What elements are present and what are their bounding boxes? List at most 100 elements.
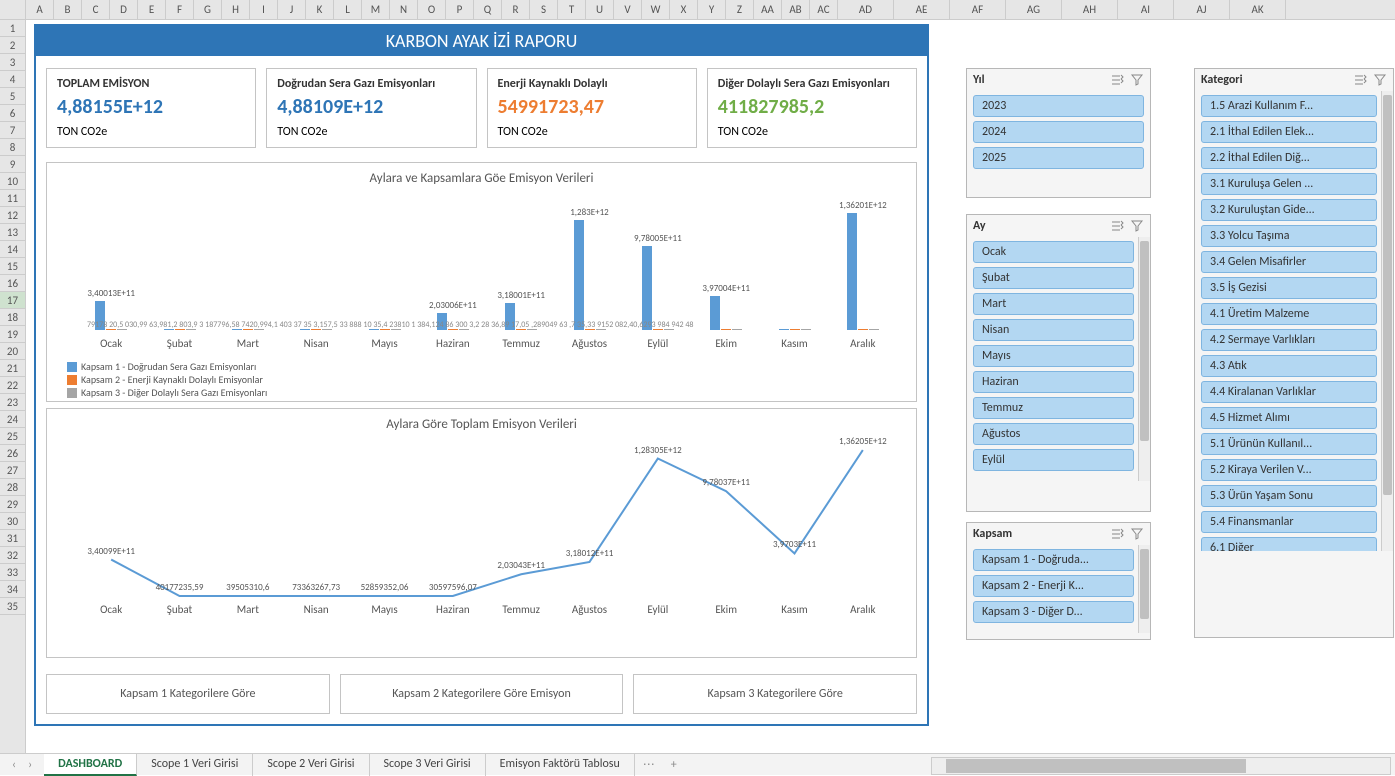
column-header[interactable]: G: [194, 0, 222, 19]
column-header[interactable]: O: [418, 0, 446, 19]
row-header[interactable]: 9: [0, 156, 25, 173]
row-header[interactable]: 10: [0, 173, 25, 190]
slicer-scrollbar[interactable]: [1138, 237, 1150, 481]
slicer-item[interactable]: 5.3 Ürün Yaşam Sonu: [1201, 485, 1377, 507]
row-header[interactable]: 22: [0, 377, 25, 394]
column-header[interactable]: U: [586, 0, 614, 19]
slicer-yıl[interactable]: Yıl 202320242025: [966, 68, 1151, 198]
row-header[interactable]: 13: [0, 224, 25, 241]
slicer-item[interactable]: Mart: [973, 293, 1134, 315]
sheet-tab[interactable]: Emisyon Faktörü Tablosu: [486, 754, 635, 776]
row-header[interactable]: 25: [0, 428, 25, 445]
slicer-kategori[interactable]: Kategori 1.5 Arazi Kullanım F...2.1 İtha…: [1194, 68, 1394, 638]
slicer-item[interactable]: Şubat: [973, 267, 1134, 289]
slicer-item[interactable]: Mayıs: [973, 345, 1134, 367]
row-header[interactable]: 32: [0, 547, 25, 564]
slicer-item[interactable]: 5.1 Ürünün Kullanıl...: [1201, 433, 1377, 455]
column-header[interactable]: A: [26, 0, 54, 19]
row-header[interactable]: 33: [0, 564, 25, 581]
row-header[interactable]: 5: [0, 88, 25, 105]
row-header[interactable]: 11: [0, 190, 25, 207]
row-header[interactable]: 8: [0, 139, 25, 156]
slicer-item[interactable]: 2025: [973, 147, 1144, 169]
column-header[interactable]: H: [222, 0, 250, 19]
slicer-item[interactable]: 3.5 İş Gezisi: [1201, 277, 1377, 299]
column-header[interactable]: AA: [754, 0, 782, 19]
column-header[interactable]: K: [306, 0, 334, 19]
column-header[interactable]: N: [390, 0, 418, 19]
slicer-ay[interactable]: Ay OcakŞubatMartNisanMayısHaziranTemmuzA…: [966, 214, 1151, 512]
column-header[interactable]: W: [642, 0, 670, 19]
slicer-item[interactable]: 4.5 Hizmet Alımı: [1201, 407, 1377, 429]
select-all-corner[interactable]: [0, 0, 26, 19]
column-header[interactable]: S: [530, 0, 558, 19]
clear-filter-icon[interactable]: [1130, 527, 1144, 541]
clear-filter-icon[interactable]: [1130, 73, 1144, 87]
multi-select-icon[interactable]: [1110, 219, 1124, 233]
row-header[interactable]: 24: [0, 411, 25, 428]
column-header[interactable]: AI: [1118, 0, 1174, 19]
sheet-tab[interactable]: DASHBOARD: [44, 754, 137, 776]
slicer-item[interactable]: 4.4 Kiralanan Varlıklar: [1201, 381, 1377, 403]
sheet-more-icon[interactable]: ⋯: [635, 757, 663, 772]
row-header[interactable]: 6: [0, 105, 25, 122]
slicer-item[interactable]: 2024: [973, 121, 1144, 143]
row-header[interactable]: 1: [0, 20, 25, 37]
slicer-item[interactable]: 1.5 Arazi Kullanım F...: [1201, 95, 1377, 117]
slicer-item[interactable]: 5.2 Kiraya Verilen V...: [1201, 459, 1377, 481]
row-header[interactable]: 19: [0, 326, 25, 343]
column-header[interactable]: AC: [810, 0, 838, 19]
column-header[interactable]: T: [558, 0, 586, 19]
slicer-scrollbar[interactable]: [1138, 545, 1150, 633]
slicer-item[interactable]: Temmuz: [973, 397, 1134, 419]
slicer-item[interactable]: 3.3 Yolcu Taşıma: [1201, 225, 1377, 247]
slicer-scrollbar[interactable]: [1381, 91, 1393, 551]
slicer-item[interactable]: 2.1 İthal Edilen Elek...: [1201, 121, 1377, 143]
column-header[interactable]: B: [54, 0, 82, 19]
sheet-tab[interactable]: Scope 1 Veri Girisi: [137, 754, 253, 776]
sheet-tab[interactable]: Scope 2 Veri Girisi: [253, 754, 369, 776]
column-header[interactable]: AG: [1006, 0, 1062, 19]
slicer-item[interactable]: Ağustos: [973, 423, 1134, 445]
column-header[interactable]: AJ: [1174, 0, 1230, 19]
row-header[interactable]: 17: [0, 292, 25, 309]
slicer-item[interactable]: Kapsam 1 - Doğruda...: [973, 549, 1134, 571]
column-header[interactable]: C: [82, 0, 110, 19]
row-header[interactable]: 21: [0, 360, 25, 377]
column-header[interactable]: AE: [894, 0, 950, 19]
row-header[interactable]: 28: [0, 479, 25, 496]
slicer-item[interactable]: 4.2 Sermaye Varlıkları: [1201, 329, 1377, 351]
clear-filter-icon[interactable]: [1373, 73, 1387, 87]
clear-filter-icon[interactable]: [1130, 219, 1144, 233]
multi-select-icon[interactable]: [1353, 73, 1367, 87]
row-header[interactable]: 35: [0, 598, 25, 615]
column-header[interactable]: AF: [950, 0, 1006, 19]
slicer-item[interactable]: Ocak: [973, 241, 1134, 263]
row-header[interactable]: 26: [0, 445, 25, 462]
row-header[interactable]: 15: [0, 258, 25, 275]
slicer-item[interactable]: 4.1 Üretim Malzeme: [1201, 303, 1377, 325]
column-header[interactable]: Q: [474, 0, 502, 19]
column-header[interactable]: V: [614, 0, 642, 19]
row-header[interactable]: 18: [0, 309, 25, 326]
row-header[interactable]: 16: [0, 275, 25, 292]
slicer-item[interactable]: 3.1 Kuruluşa Gelen ...: [1201, 173, 1377, 195]
row-header[interactable]: 30: [0, 513, 25, 530]
column-header[interactable]: Y: [698, 0, 726, 19]
slicer-item[interactable]: Eylül: [973, 449, 1134, 471]
slicer-item[interactable]: 2.2 İthal Edilen Diğ...: [1201, 147, 1377, 169]
column-header[interactable]: AD: [838, 0, 894, 19]
slicer-kapsam[interactable]: Kapsam Kapsam 1 - Doğruda...Kapsam 2 - E…: [966, 522, 1151, 640]
column-header[interactable]: J: [278, 0, 306, 19]
column-header[interactable]: R: [502, 0, 530, 19]
column-header[interactable]: AK: [1230, 0, 1286, 19]
column-header[interactable]: AH: [1062, 0, 1118, 19]
slicer-item[interactable]: Kapsam 2 - Enerji K...: [973, 575, 1134, 597]
column-header[interactable]: E: [138, 0, 166, 19]
slicer-item[interactable]: 5.4 Finansmanlar: [1201, 511, 1377, 533]
row-header[interactable]: 34: [0, 581, 25, 598]
column-header[interactable]: P: [446, 0, 474, 19]
sheet-nav[interactable]: ‹›: [0, 758, 44, 772]
slicer-item[interactable]: Haziran: [973, 371, 1134, 393]
column-header[interactable]: L: [334, 0, 362, 19]
